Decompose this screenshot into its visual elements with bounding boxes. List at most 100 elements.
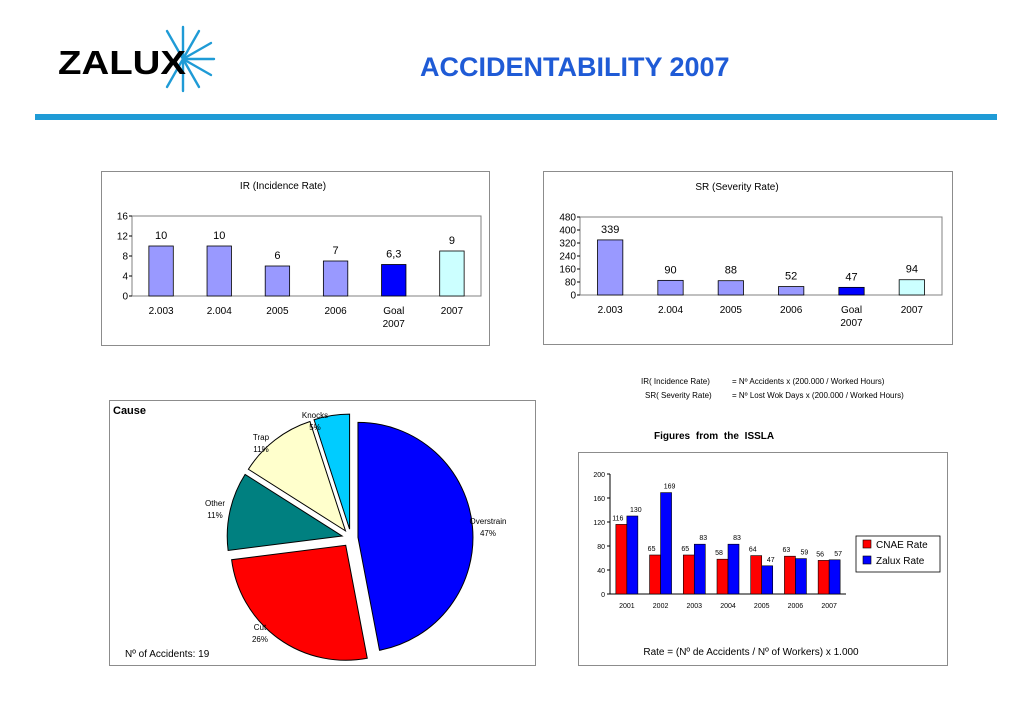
ir-x-tick-label: 2005 (266, 306, 289, 317)
ir-x-tick-label: 2.003 (149, 306, 174, 317)
issla-y-tick-label: 0 (601, 592, 605, 599)
sr-x-tick-label: 2005 (720, 305, 743, 316)
sr-formula: = Nº Lost Wok Days x (200.000 / Worked H… (732, 391, 904, 400)
ir-bar (322, 260, 349, 297)
ir-chart-title: IR (Incidence Rate) (240, 181, 326, 192)
ir-x-tick-label: 2007 (383, 319, 406, 330)
ir-bar (439, 250, 465, 297)
issla-data-label: 83 (699, 535, 707, 542)
issla-x-tick-label: 2004 (720, 603, 736, 610)
issla-footnote: Rate = (Nº de Accidents / Nº of Workers)… (643, 647, 859, 658)
issla-bar-cnae-rate (615, 524, 628, 595)
sr-bar (657, 279, 684, 296)
issla-y-tick-label: 120 (593, 520, 605, 527)
sr-chart: SR (Severity Rate) 0 80 160 240 320 400 480 339 2… (559, 182, 943, 329)
header-divider (35, 114, 997, 120)
issla-legend-label: Zalux Rate (876, 556, 925, 567)
ir-bar (148, 245, 174, 297)
issla-x-tick-label: 2001 (619, 603, 635, 610)
issla-title: Figures from the ISSLA (654, 431, 775, 442)
page-title: ACCIDENTABILITY 2007 (420, 52, 730, 82)
ir-x-tick-label: 2006 (324, 306, 347, 317)
sr-formula-label: SR( Severity Rate) (645, 391, 712, 400)
sr-data-label: 52 (785, 271, 797, 283)
issla-data-label: 57 (834, 551, 842, 558)
issla-data-label: 83 (733, 535, 741, 542)
sr-data-label: 339 (601, 224, 619, 236)
sr-x-tick-label: 2006 (780, 305, 803, 316)
pie-label-other: Other (205, 499, 225, 508)
issla-bar-zalux-rate (660, 492, 672, 595)
issla-bar-zalux-rate (795, 558, 807, 595)
ir-data-label: 9 (449, 235, 455, 247)
issla-legend-swatch (862, 555, 872, 565)
issla-y-tick-label: 80 (597, 544, 605, 551)
pie-label-overstrain: Overstrain (470, 517, 507, 526)
sr-bar (717, 280, 744, 296)
ir-bar (206, 245, 232, 297)
ir-chart-panel: IR (Incidence Rate) 0 4 8 12 16 10 2.003 10 2.004… (101, 171, 490, 346)
pie-slice-cut (231, 544, 368, 661)
pie-percent-cut: 26% (252, 635, 268, 644)
issla-data-label: 47 (767, 557, 775, 564)
ir-plot-area (131, 215, 482, 297)
issla-data-label: 116 (612, 515, 623, 522)
issla-bar-cnae-rate (784, 555, 796, 595)
issla-data-label: 63 (783, 547, 791, 554)
issla-bar-cnae-rate (817, 560, 830, 595)
issla-bar-zalux-rate (761, 565, 774, 595)
pie-percent-knocks: 5% (309, 423, 321, 432)
issla-data-label: 65 (681, 546, 689, 553)
issla-bar-cnae-rate (649, 554, 661, 595)
ir-y-tick-label: 4 (122, 272, 128, 283)
issla-x-tick-label: 2006 (788, 603, 804, 610)
sr-bar (838, 286, 865, 296)
issla-bar-cnae-rate (716, 558, 729, 595)
sr-bar (778, 286, 805, 296)
issla-bar-zalux-rate (828, 559, 841, 595)
sr-data-label: 90 (664, 264, 676, 276)
issla-data-label: 59 (801, 550, 809, 557)
pie-slice-other (226, 473, 344, 552)
pie-percent-overstrain: 47% (480, 529, 496, 538)
sr-y-tick-label: 480 (559, 213, 576, 224)
sr-bar (898, 279, 925, 296)
issla-chart-panel: 0 40 80 120 160 200 2001 116 130 2002 65 169 2003 65 8… (578, 452, 948, 666)
sr-y-tick-label: 0 (570, 291, 576, 302)
cause-footnote: Nº of Accidents: 19 (125, 649, 210, 660)
pie-percent-other: 11% (207, 511, 222, 520)
sr-chart-panel: SR (Severity Rate) 0 80 160 240 320 400 480 339 2… (543, 171, 953, 345)
sr-y-tick-label: 320 (559, 239, 576, 250)
ir-y-tick-label: 16 (117, 212, 129, 223)
ir-x-tick-label: 2007 (441, 306, 464, 317)
pie-label-trap: Trap (253, 433, 270, 442)
issla-data-label: 58 (715, 550, 723, 557)
sr-y-tick-label: 80 (565, 278, 577, 289)
sr-y-tick-label: 240 (559, 252, 576, 263)
sr-plot-area (579, 216, 943, 296)
ir-data-label: 10 (213, 230, 225, 242)
pie-label-cut: Cut (254, 623, 267, 632)
issla-bar-cnae-rate (750, 555, 763, 595)
ir-bar (381, 264, 407, 297)
pie-slice-trap (247, 420, 347, 533)
issla-x-tick-label: 2003 (686, 603, 702, 610)
logo-starburst-icon (165, 25, 216, 93)
sr-x-tick-label: 2007 (840, 318, 863, 329)
ir-formula-label: IR( Incidence Rate) (641, 377, 710, 386)
pie-slice-knocks (313, 413, 351, 530)
sr-data-label: 94 (906, 264, 918, 276)
issla-y-tick-label: 40 (597, 568, 605, 575)
issla-legend-label: CNAE Rate (876, 540, 928, 551)
issla-bar-cnae-rate (682, 554, 695, 595)
issla-y-tick-label: 160 (593, 496, 605, 503)
ir-y-tick-label: 12 (117, 232, 129, 243)
issla-data-label: 130 (630, 507, 642, 514)
ir-data-label: 10 (155, 230, 167, 242)
ir-data-label: 6,3 (386, 249, 401, 261)
ir-data-label: 7 (333, 245, 339, 257)
pie-slice-overstrain (357, 421, 474, 651)
issla-legend-swatch (862, 539, 872, 549)
issla-chart: 0 40 80 120 160 200 2001 116 130 2002 65 169 2003 65 8… (593, 472, 941, 658)
sr-data-label: 88 (725, 265, 737, 277)
